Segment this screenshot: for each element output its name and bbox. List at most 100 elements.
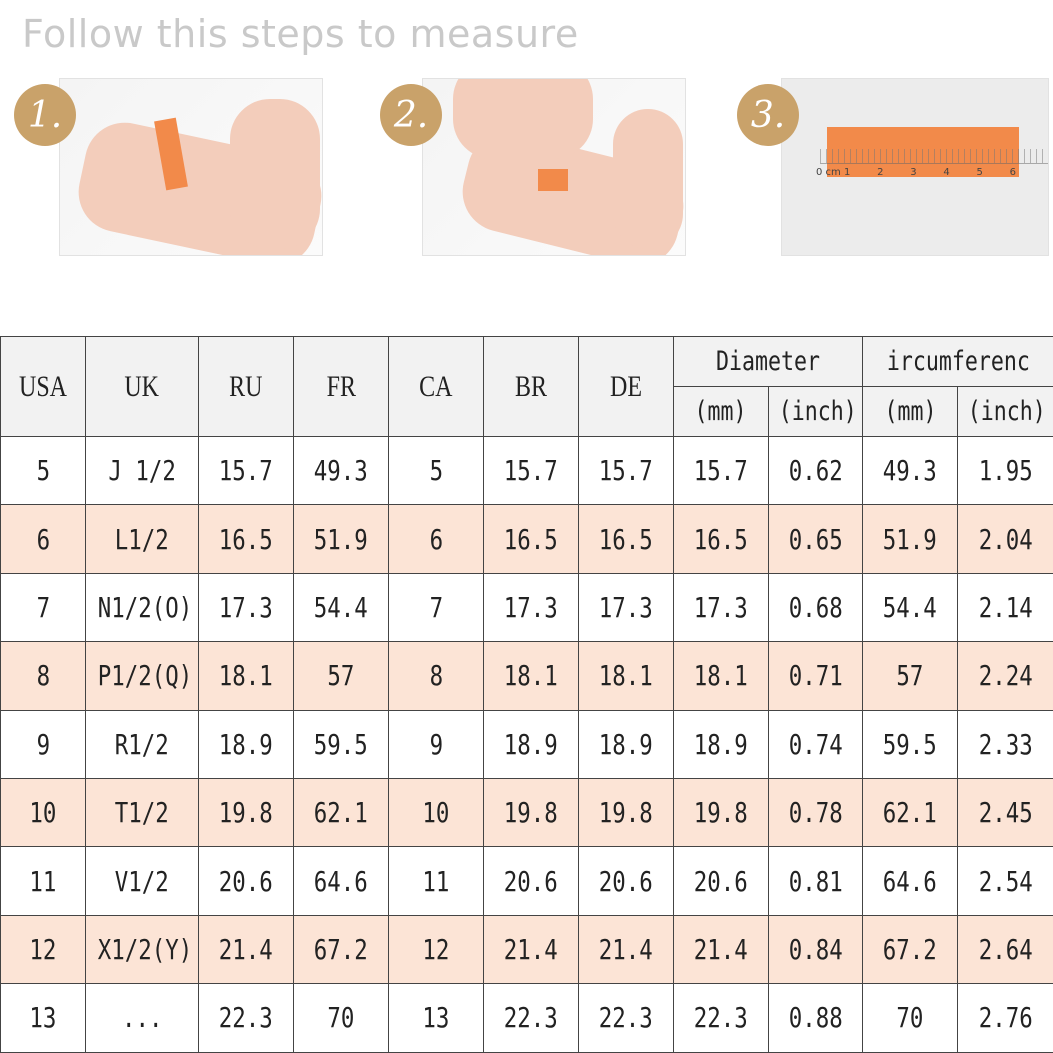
step-1: 1. [14,78,324,256]
table-cell: 2.24 [957,641,1053,711]
table-cell: 15.7 [578,435,674,506]
table-cell: 2.64 [957,914,1053,985]
table-row: 6 L1/2 16.5 51.9 6 16.5 16.5 16.5 0.65 51.9 2.04 [0,504,1053,574]
table-cell: 2.76 [957,983,1053,1053]
table-row: 10 T1/2 19.8 62.1 10 19.8 19.8 19.8 0.78 62.1 2.45 [0,777,1053,848]
table-cell: 54.4 [862,572,959,643]
table-cell: 10 [388,777,484,848]
table-cell: 0.74 [767,709,864,779]
table-cell: 0.71 [767,641,864,711]
table-cell: T1/2 [85,777,199,848]
table-cell: 2.33 [957,709,1053,779]
table-cell: 17.3 [673,572,769,643]
table-cell: 59.5 [293,709,389,779]
table-cell: 17.3 [483,572,579,643]
table-cell: 21.4 [198,914,294,985]
header-diameter-inch: (inch) [767,386,864,437]
table-cell: 20.6 [198,846,294,916]
table-cell: 2.04 [957,504,1053,574]
step-badge: 1. [14,84,76,146]
step-badge: 3. [737,84,799,146]
table-cell: 49.3 [862,435,959,506]
table-cell: 22.3 [198,983,294,1053]
table-cell: 11 [0,846,86,916]
instructions-title: Follow this steps to measure [22,12,579,56]
table-cell: 21.4 [673,914,769,985]
table-cell: N1/2(O) [85,572,199,643]
table-cell: 19.8 [673,777,769,848]
table-row: 8 P1/2(Q) 18.1 57 8 18.1 18.1 18.1 0.71 57 2.24 [0,641,1053,711]
table-cell: 10 [0,777,86,848]
table-cell: 64.6 [293,846,389,916]
table-cell: 21.4 [578,914,674,985]
table-cell: 9 [388,709,484,779]
table-cell: 18.1 [578,641,674,711]
header-usa: USA [0,336,86,437]
table-cell: 17.3 [578,572,674,643]
table-cell: 16.5 [578,504,674,574]
table-cell: 0.68 [767,572,864,643]
table-cell: 18.9 [198,709,294,779]
table-cell: 0.81 [767,846,864,916]
table-cell: 16.5 [198,504,294,574]
table-cell: ... [85,983,199,1053]
step-2: 2. [380,78,690,256]
table-cell: 5 [388,435,484,506]
table-cell: 0.62 [767,435,864,506]
table-cell: 16.5 [483,504,579,574]
table-cell: L1/2 [85,504,199,574]
header-circumference-inch: (inch) [957,386,1053,437]
table-cell: 19.8 [483,777,579,848]
table-cell: 18.9 [483,709,579,779]
header-diameter-mm: (mm) [673,386,769,437]
table-cell: 8 [0,641,86,711]
table-cell: 18.9 [578,709,674,779]
table-cell: 5 [0,435,86,506]
table-cell: 0.88 [767,983,864,1053]
table-cell: 22.3 [578,983,674,1053]
table-cell: 62.1 [293,777,389,848]
table-cell: 7 [388,572,484,643]
table-cell: 2.54 [957,846,1053,916]
table-cell: 51.9 [862,504,959,574]
table-row: 11 V1/2 20.6 64.6 11 20.6 20.6 20.6 0.81 64.6 2.54 [0,846,1053,916]
table-cell: 57 [862,641,959,711]
table-cell: 0.65 [767,504,864,574]
table-cell: 21.4 [483,914,579,985]
table-cell: R1/2 [85,709,199,779]
table-cell: 49.3 [293,435,389,506]
table-cell: 16.5 [673,504,769,574]
table-cell: 8 [388,641,484,711]
table-row: 12 X1/2(Y) 21.4 67.2 12 21.4 21.4 21.4 0.84 67.2 2… [0,914,1053,985]
table-cell: 15.7 [198,435,294,506]
table-cell: 20.6 [483,846,579,916]
table-cell: 20.6 [578,846,674,916]
header-ru: RU [198,336,294,437]
table-cell: 18.1 [198,641,294,711]
table-cell: 12 [388,914,484,985]
table-cell: 20.6 [673,846,769,916]
table-row: 9 R1/2 18.9 59.5 9 18.9 18.9 18.9 0.74 59.5 2.33 [0,709,1053,779]
table-cell: V1/2 [85,846,199,916]
table-cell: 19.8 [578,777,674,848]
table-cell: 2.45 [957,777,1053,848]
table-cell: 18.1 [483,641,579,711]
table-cell: 18.9 [673,709,769,779]
table-cell: 0.78 [767,777,864,848]
table-cell: 2.14 [957,572,1053,643]
table-cell: 62.1 [862,777,959,848]
table-cell: J 1/2 [85,435,199,506]
table-cell: 64.6 [862,846,959,916]
table-cell: 12 [0,914,86,985]
finger-wrap-photo [59,78,323,256]
table-cell: 6 [388,504,484,574]
table-row: 7 N1/2(O) 17.3 54.4 7 17.3 17.3 17.3 0.68 54.4 2.1… [0,572,1053,643]
step-badge: 2. [380,84,442,146]
table-cell: 22.3 [673,983,769,1053]
table-cell: 19.8 [198,777,294,848]
table-cell: 54.4 [293,572,389,643]
table-cell: 70 [862,983,959,1053]
